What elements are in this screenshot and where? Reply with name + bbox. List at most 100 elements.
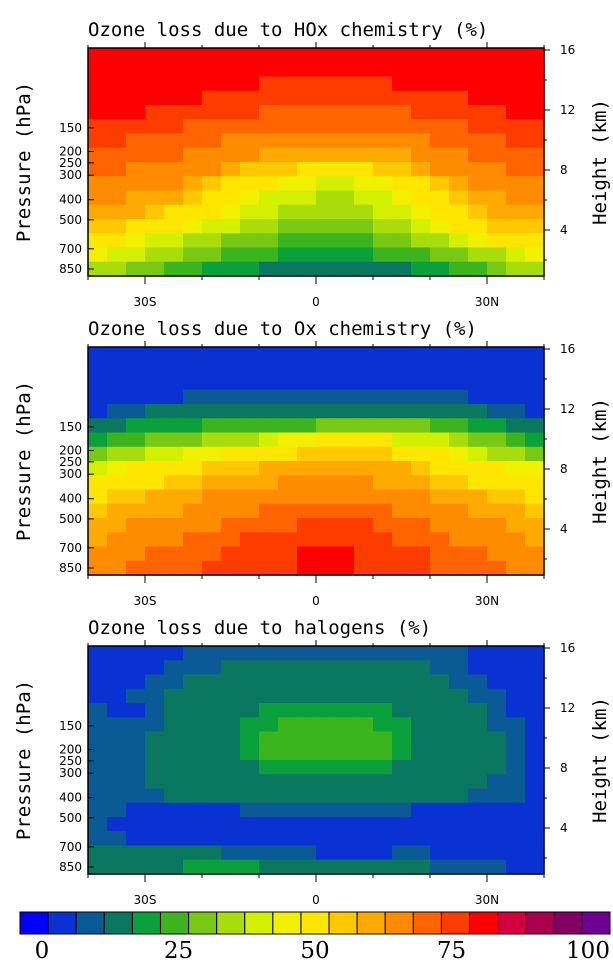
heatmap-cell [107,546,127,562]
heatmap-cell [297,717,317,733]
heatmap-cell [373,760,393,775]
height-tick-label: 4 [560,522,568,536]
heatmap-cell [145,247,165,263]
heatmap-cell [335,489,355,505]
y-tick-label: 250 [59,754,82,768]
heatmap-cell [316,546,336,562]
heatmap-cell [506,532,526,548]
heatmap-cell [449,389,469,405]
y-tick-label: 400 [59,193,82,207]
heatmap-cell [506,418,526,434]
heatmap-cell [183,831,203,847]
heatmap-cell [468,446,488,462]
heatmap-cell [430,190,450,206]
heatmap-cell [411,48,431,63]
heatmap-cell [297,674,317,690]
heatmap-cell [525,48,545,63]
heatmap-cell [164,147,184,163]
heatmap-cell [316,717,336,733]
heatmap-cell [468,546,488,562]
y-axis-label: Pressure (hPa) [13,680,35,840]
heatmap-cell [525,731,545,747]
heatmap-cell [487,204,507,220]
colorbar-tick-label: 25 [164,938,193,960]
colorbar-swatch [244,911,274,935]
heatmap-cell [525,105,545,120]
heatmap-cells [88,347,545,576]
heatmap-cell [126,475,146,491]
heatmap-cell [487,76,507,92]
heatmap-cell [278,788,298,804]
heatmap-cell [88,162,108,177]
heatmap-cell [183,375,203,391]
colorbar-swatch [272,911,302,935]
x-tick-label: 30N [475,893,499,907]
heatmap-cell [126,119,146,135]
heatmap-cell [278,859,298,875]
heatmap-cell [259,76,279,92]
y-tick-label: 150 [59,420,82,434]
heatmap-cell [411,247,431,263]
heatmap-cell [335,703,355,718]
heatmap-cell [107,660,127,676]
heatmap-cell [392,119,412,135]
colorbar-swatch [131,911,161,935]
heatmap-cell [525,418,545,434]
heatmap-cell [183,119,203,135]
heatmap-cell [411,660,431,676]
heatmap-cell [354,788,374,804]
heatmap-cell [183,176,203,192]
heatmap-cell [525,703,545,718]
heatmap-cell [221,717,241,733]
heatmap-cell [145,817,165,832]
heatmap-cell [506,503,526,519]
heatmap-cell [392,461,412,476]
heatmap-cell [392,560,412,576]
heatmap-cell [240,489,260,505]
heatmap-cell [373,119,393,135]
heatmap-cell [240,247,260,263]
heatmap-cell [449,461,469,476]
heatmap-cell [221,76,241,92]
colorbar-swatch [469,911,499,935]
heatmap-cell [297,48,317,63]
heatmap-cell [297,774,317,790]
heatmap-cell [145,133,165,149]
heatmap-cell [354,532,374,548]
heatmap-cell [164,731,184,747]
heatmap-cell [240,446,260,462]
heatmap-cell [202,646,222,661]
heatmap-cell [221,432,241,448]
heatmap-cell [468,660,488,676]
heatmap-cell [392,261,412,277]
height-tick-label: 12 [560,402,575,416]
heatmap-cell [88,674,108,690]
heatmap-cell [126,219,146,234]
heatmap-cell [373,162,393,177]
heatmap-cell [202,432,222,448]
heatmap-cell [525,162,545,177]
heatmap-cell [126,361,146,377]
heatmap-cell [354,162,374,177]
heatmap-cell [354,446,374,462]
heatmap-cell [145,674,165,690]
heatmap-cell [88,446,108,462]
heatmap-cell [297,503,317,519]
heatmap-cell [183,247,203,263]
heatmap-cell [145,105,165,120]
heatmap-cell [316,105,336,120]
heatmap-cell [126,389,146,405]
heatmap-cell [335,361,355,377]
heatmap-cell [468,831,488,847]
heatmap-cell [221,347,241,362]
heatmap-cell [354,147,374,163]
heatmap-cell [88,48,108,63]
heatmap-cell [373,48,393,63]
heatmap-cell [145,219,165,234]
heatmap-cell [525,190,545,206]
heatmap-cell [468,204,488,220]
heatmap-cell [278,62,298,78]
heatmap-cell [202,688,222,704]
height-tick-label: 4 [560,223,568,237]
heatmap-cell [430,204,450,220]
